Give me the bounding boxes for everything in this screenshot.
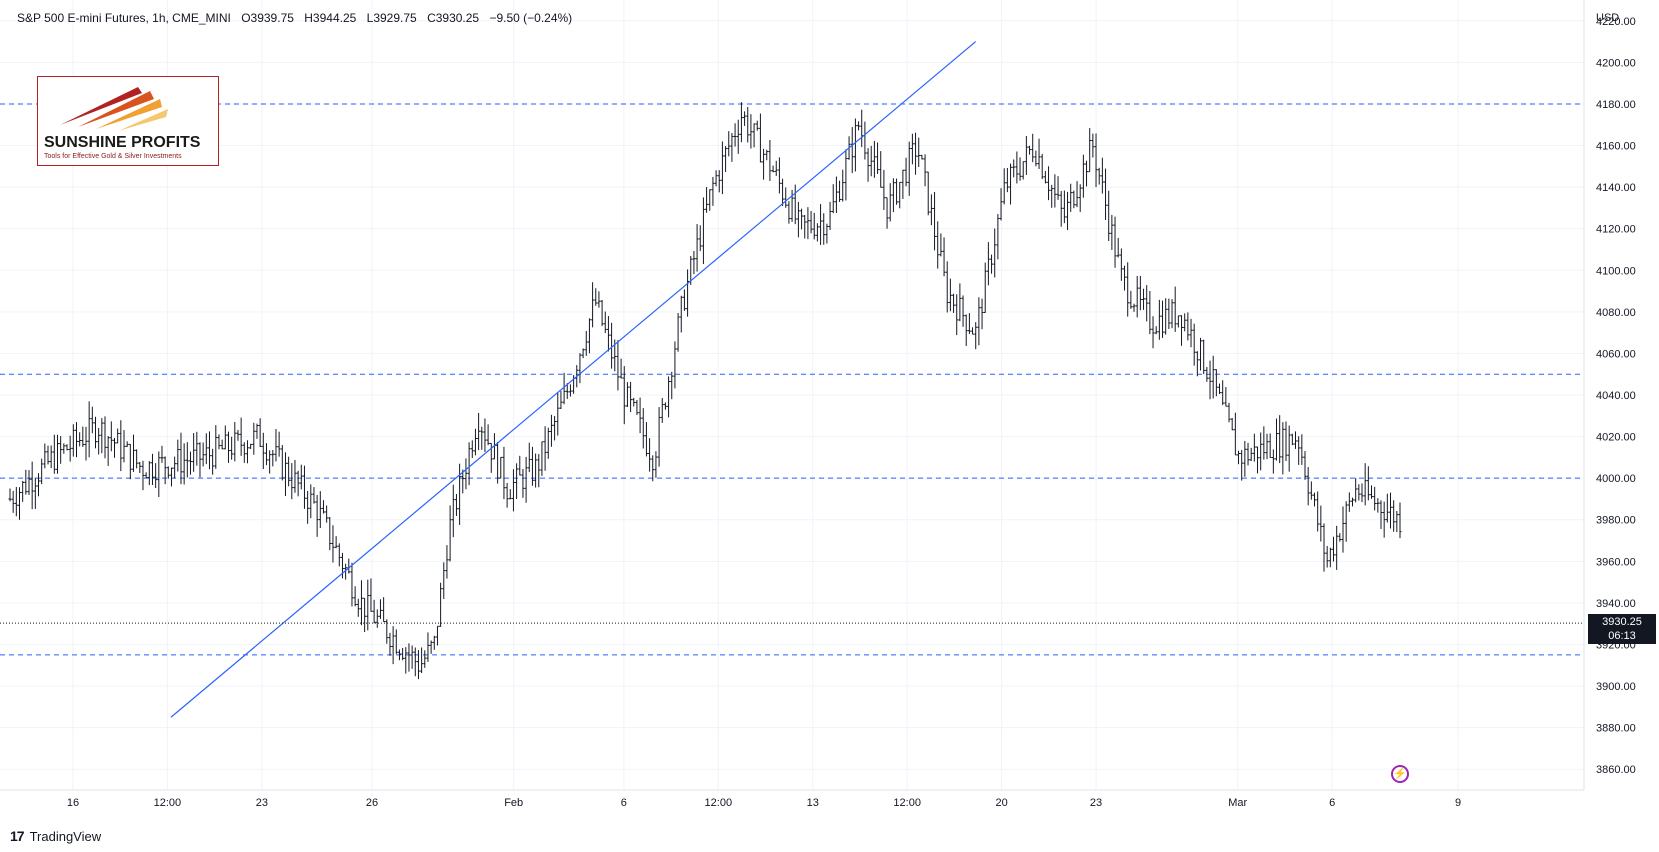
y-tick-label: 4140.00	[1596, 182, 1636, 194]
logo-name: SUNSHINE PROFITS	[44, 134, 201, 151]
lightning-icon[interactable]: ⚡	[1391, 765, 1409, 783]
symbol-label[interactable]: S&P 500 E-mini Futures, 1h, CME_MINI	[17, 11, 231, 25]
x-tick-label: Mar	[1228, 797, 1247, 809]
x-tick-label: 9	[1455, 797, 1461, 809]
y-tick-label: 4020.00	[1596, 432, 1636, 444]
low-value: L3929.75	[366, 11, 417, 25]
currency-label: USD	[1596, 12, 1619, 24]
y-tick-label: 4080.00	[1596, 307, 1636, 319]
close-value: C3930.25	[427, 11, 480, 25]
footer: 17 TradingView	[10, 828, 101, 844]
x-tick-label: 12:00	[705, 797, 733, 809]
y-tick-label: 3980.00	[1596, 515, 1636, 527]
y-tick-label: 4040.00	[1596, 390, 1636, 402]
y-tick-label: 4160.00	[1596, 141, 1636, 153]
change-value: −9.50 (−0.24%)	[489, 11, 573, 25]
last-price-tag: 3930.25 06:13	[1588, 614, 1656, 645]
x-tick-label: 13	[807, 797, 819, 809]
y-tick-label: 4100.00	[1596, 265, 1636, 277]
bar-countdown: 06:13	[1608, 630, 1636, 643]
high-value: H3944.25	[304, 11, 357, 25]
logo-tagline: Tools for Effective Gold & Silver Invest…	[44, 153, 182, 160]
x-tick-label: 6	[1329, 797, 1335, 809]
x-tick-label: 12:00	[893, 797, 921, 809]
y-tick-label: 4200.00	[1596, 57, 1636, 69]
y-tick-label: 4180.00	[1596, 99, 1636, 111]
x-tick-label: 16	[67, 797, 79, 809]
y-tick-label: 4120.00	[1596, 224, 1636, 236]
x-tick-label: 20	[995, 797, 1007, 809]
y-tick-label: 3940.00	[1596, 598, 1636, 610]
y-tick-label: 3860.00	[1596, 764, 1636, 776]
x-tick-label: 12:00	[154, 797, 182, 809]
y-tick-label: 3880.00	[1596, 723, 1636, 735]
last-price-value: 3930.25	[1602, 616, 1642, 629]
open-value: O3939.75	[241, 11, 294, 25]
x-tick-label: 23	[1090, 797, 1102, 809]
y-tick-label: 4060.00	[1596, 348, 1636, 360]
y-tick-label: 4220.00	[1596, 16, 1636, 28]
y-tick-label: 4000.00	[1596, 473, 1636, 485]
x-tick-label: 26	[366, 797, 378, 809]
tradingview-logo-icon[interactable]: 17	[10, 828, 25, 844]
y-tick-label: 3900.00	[1596, 681, 1636, 693]
x-tick-label: 6	[621, 797, 627, 809]
tradingview-brand[interactable]: TradingView	[29, 828, 102, 844]
x-tick-label: Feb	[504, 797, 523, 809]
trendline[interactable]	[170, 41, 977, 718]
y-tick-label: 3960.00	[1596, 556, 1636, 568]
sunshine-profits-logo: SUNSHINE PROFITS Tools for Effective Gol…	[37, 76, 219, 166]
chart-header: S&P 500 E-mini Futures, 1h, CME_MINI O39…	[17, 11, 579, 25]
x-tick-label: 23	[256, 797, 268, 809]
logo-swoosh-icon	[60, 87, 168, 131]
